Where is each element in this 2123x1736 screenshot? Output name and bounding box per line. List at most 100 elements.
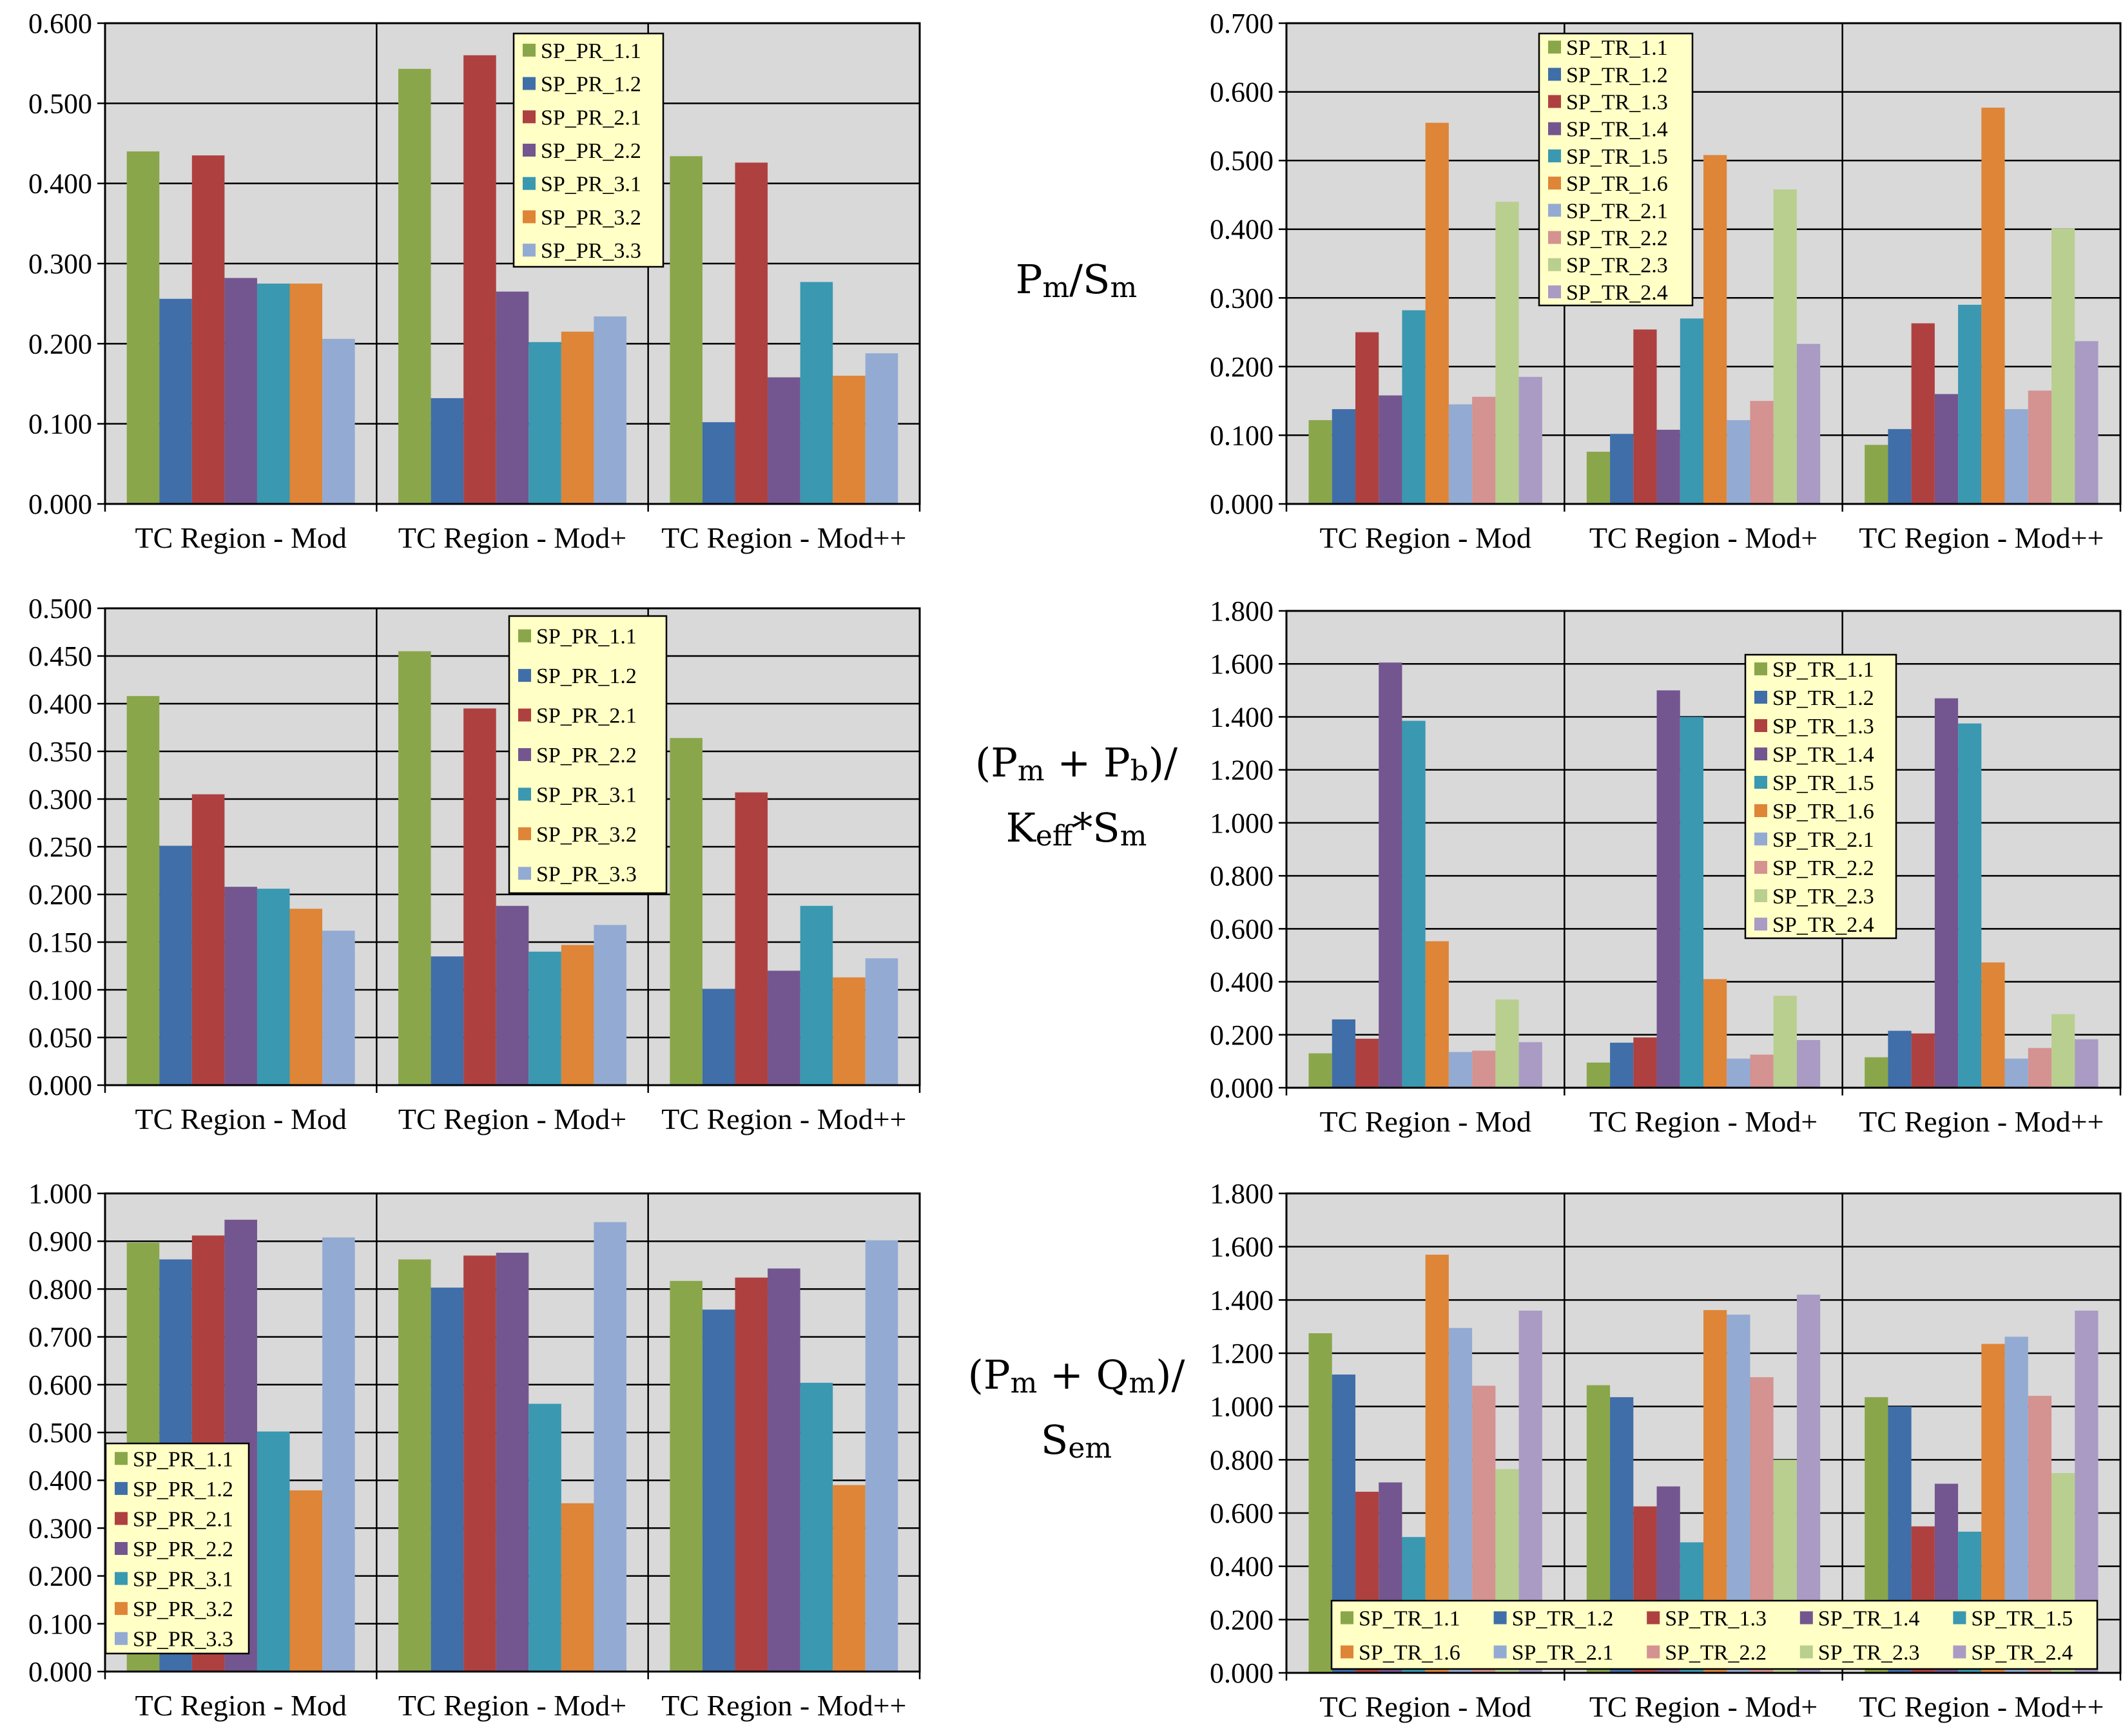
bar-SP_PR_1.1-2	[670, 1280, 703, 1672]
chart-tr-pmpb: 0.000 0.200 0.400 0.600 0.800 1.000 1.200 1.400…	[1210, 595, 2122, 1138]
y-tick-label: 1.200	[1210, 1338, 1274, 1369]
y-tick-label: 0.300	[28, 784, 92, 815]
bar-SP_PR_3.2-0	[289, 909, 323, 1085]
bar-SP_TR_1.2-0	[1332, 409, 1355, 504]
y-tick-label: 0.800	[28, 1273, 92, 1305]
bar-SP_TR_1.5-0	[1402, 720, 1426, 1088]
legend-box	[1744, 653, 1897, 940]
x-category-label: TC Region - Mod++	[661, 1689, 906, 1722]
bar-SP_TR_1.1-1	[1586, 1062, 1611, 1088]
legend-label-SP_TR_1.4: SP_TR_1.4	[1566, 118, 1668, 142]
y-tick-label: 1.400	[1210, 701, 1274, 733]
legend-swatch-SP_TR_2.4	[1548, 285, 1561, 298]
bar-SP_PR_2.1-1	[463, 1255, 496, 1672]
bar-SP_PR_1.2-2	[702, 422, 735, 504]
y-tick-label: 0.400	[1210, 1551, 1274, 1583]
bar-SP_TR_1.3-2	[1911, 323, 1935, 504]
bar-SP_TR_2.2-1	[1750, 401, 1774, 504]
bar-SP_TR_2.4-2	[2075, 341, 2099, 504]
bar-SP_PR_2.1-0	[191, 794, 225, 1085]
legend-swatch-SP_PR_2.2	[115, 1542, 128, 1555]
y-tick-label: 1.800	[1210, 595, 1274, 627]
y-tick-label: 0.250	[28, 831, 92, 863]
bar-SP_PR_3.2-0	[289, 284, 323, 504]
bar-SP_PR_2.1-2	[735, 792, 768, 1085]
legend-swatch-SP_TR_2.2	[1548, 231, 1561, 244]
legend-label-SP_TR_2.2: SP_TR_2.2	[1665, 1641, 1767, 1665]
y-tick-label: 0.100	[28, 1608, 92, 1640]
x-category-label: TC Region - Mod++	[1859, 1690, 2104, 1723]
legend-swatch-SP_PR_3.2	[523, 210, 536, 224]
legend-label-SP_PR_3.1: SP_PR_3.1	[536, 783, 637, 807]
bar-SP_TR_1.4-0	[1379, 662, 1402, 1088]
bar-SP_PR_3.2-2	[833, 977, 866, 1085]
bar-SP_TR_1.3-1	[1633, 1037, 1657, 1088]
bar-SP_PR_1.2-0	[159, 298, 192, 504]
y-tick-label: 0.500	[28, 1417, 92, 1449]
bar-SP_PR_3.3-2	[865, 958, 898, 1085]
legend-label-SP_TR_2.2: SP_TR_2.2	[1772, 856, 1874, 880]
bar-SP_PR_1.1-2	[670, 156, 703, 505]
y-tick-label: 0.000	[1210, 1072, 1274, 1104]
bar-SP_PR_1.2-1	[431, 398, 464, 504]
bar-SP_PR_3.3-2	[865, 353, 898, 504]
bar-SP_TR_2.1-1	[1727, 420, 1750, 504]
legend-swatch-SP_TR_1.2	[1493, 1611, 1507, 1625]
bar-SP_TR_1.1-2	[1865, 1057, 1888, 1088]
y-tick-label: 0.100	[28, 409, 92, 440]
bar-SP_TR_1.5-2	[1958, 304, 1982, 504]
x-category-label: TC Region - Mod	[135, 1103, 346, 1135]
legend-label-SP_TR_2.4: SP_TR_2.4	[1566, 281, 1668, 305]
y-tick-label: 1.000	[28, 1178, 92, 1210]
bar-SP_PR_2.1-0	[191, 155, 225, 504]
bar-SP_PR_2.2-2	[768, 377, 800, 504]
legend-swatch-SP_TR_2.4	[1754, 918, 1767, 931]
legend-swatch-SP_TR_1.6	[1548, 177, 1561, 190]
legend-label-SP_TR_2.3: SP_TR_2.3	[1566, 254, 1668, 278]
bar-SP_PR_2.2-1	[496, 291, 529, 504]
bar-SP_PR_2.1-1	[463, 55, 496, 504]
bar-SP_TR_1.3-1	[1633, 329, 1657, 504]
legend-swatch-SP_TR_2.1	[1754, 833, 1767, 845]
bar-SP_PR_3.3-1	[594, 316, 626, 504]
bar-SP_TR_1.1-0	[1308, 1053, 1332, 1088]
bar-SP_PR_1.1-0	[126, 151, 160, 504]
x-category-label: TC Region - Mod	[1319, 1690, 1531, 1723]
legend-label-SP_TR_1.4: SP_TR_1.4	[1818, 1607, 1920, 1631]
legend-label-SP_PR_2.2: SP_PR_2.2	[133, 1538, 233, 1561]
legend: SP_PR_1.1 SP_PR_1.2 SP_PR_2.1 SP_PR_2.2 SP_P…	[104, 1442, 250, 1655]
bar-SP_TR_2.4-0	[1518, 376, 1542, 504]
legend-swatch-SP_TR_2.3	[1754, 889, 1767, 902]
bar-SP_PR_2.2-1	[496, 905, 529, 1085]
chart-tr-pm-sm: 0.000 0.100 0.200 0.300 0.400 0.500 0.600 0.700…	[1210, 8, 2122, 554]
bar-SP_TR_1.6-1	[1703, 155, 1727, 505]
x-category-label: TC Region - Mod+	[1589, 1690, 1818, 1723]
legend-label-SP_PR_3.2: SP_PR_3.2	[133, 1597, 233, 1621]
bar-SP_TR_2.1-2	[2004, 409, 2028, 504]
y-tick-label: 0.400	[1210, 214, 1274, 246]
y-tick-label: 0.050	[28, 1022, 92, 1054]
legend-label-SP_TR_2.2: SP_TR_2.2	[1566, 227, 1668, 251]
bar-SP_TR_1.2-1	[1610, 1043, 1634, 1088]
legend-label-SP_PR_1.1: SP_PR_1.1	[536, 625, 637, 649]
bar-SP_PR_1.1-0	[126, 696, 160, 1085]
legend-label-SP_PR_1.1: SP_PR_1.1	[133, 1447, 233, 1471]
legend-label-SP_TR_1.4: SP_TR_1.4	[1772, 743, 1874, 767]
legend-swatch-SP_TR_1.5	[1548, 149, 1561, 162]
y-tick-label: 0.500	[28, 88, 92, 119]
legend-swatch-SP_PR_2.2	[518, 748, 531, 761]
y-tick-label: 1.600	[1210, 1231, 1274, 1263]
legend-swatch-SP_PR_1.2	[523, 77, 536, 90]
bar-SP_TR_1.4-2	[1934, 394, 1959, 504]
legend-box	[1538, 32, 1694, 307]
legend-swatch-SP_TR_1.1	[1341, 1611, 1353, 1625]
y-tick-label: 0.800	[1210, 1444, 1274, 1476]
bar-SP_PR_3.1-2	[800, 282, 833, 504]
y-tick-label: 0.600	[28, 1369, 92, 1401]
legend-box	[1330, 1599, 2099, 1670]
bar-SP_PR_1.2-2	[702, 989, 735, 1085]
x-category-label: TC Region - Mod++	[661, 1103, 906, 1135]
legend-label-SP_TR_2.4: SP_TR_2.4	[1772, 913, 1874, 937]
bar-SP_PR_2.2-2	[768, 970, 800, 1085]
bar-SP_TR_1.4-1	[1656, 690, 1680, 1088]
